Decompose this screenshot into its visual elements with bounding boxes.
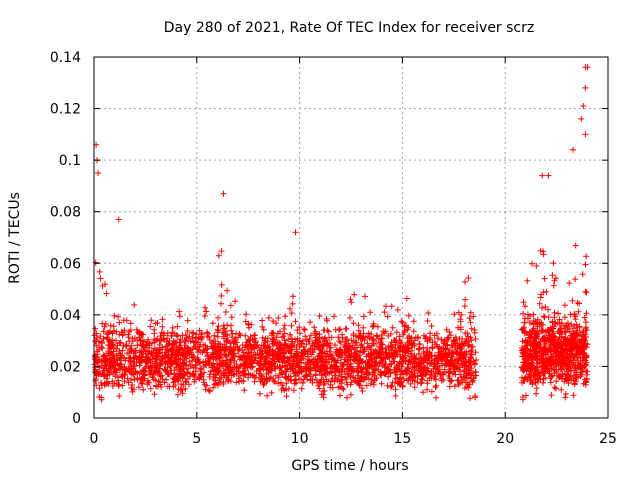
x-tick-label: 25 xyxy=(599,431,617,447)
y-tick-label: 0.02 xyxy=(50,359,81,375)
axis-ticks: 0 5 10 15 20 25 0 0.02 0.04 0.06 0.08 0.1 0.12 0.14 xyxy=(50,50,617,447)
x-tick-label: 5 xyxy=(192,431,201,447)
x-tick-label: 20 xyxy=(496,431,514,447)
x-tick-label: 0 xyxy=(90,431,99,447)
y-tick-label: 0.12 xyxy=(50,102,81,118)
x-axis-title: GPS time / hours xyxy=(291,458,408,474)
y-axis-title: ROTI / TECUs xyxy=(7,192,23,284)
x-tick-label: 15 xyxy=(393,431,411,447)
y-tick-label: 0.06 xyxy=(50,256,81,272)
y-tick-label: 0 xyxy=(72,411,81,427)
y-tick-label: 0.14 xyxy=(50,50,81,66)
y-tick-label: 0.04 xyxy=(50,308,81,324)
data-points xyxy=(91,64,591,403)
y-tick-label: 0.08 xyxy=(50,205,81,221)
y-tick-label: 0.1 xyxy=(59,153,81,169)
chart-title: Day 280 of 2021, Rate Of TEC Index for r… xyxy=(164,20,534,36)
data-point-markers xyxy=(91,64,591,403)
x-tick-label: 10 xyxy=(291,431,309,447)
plot-frame xyxy=(93,56,609,419)
